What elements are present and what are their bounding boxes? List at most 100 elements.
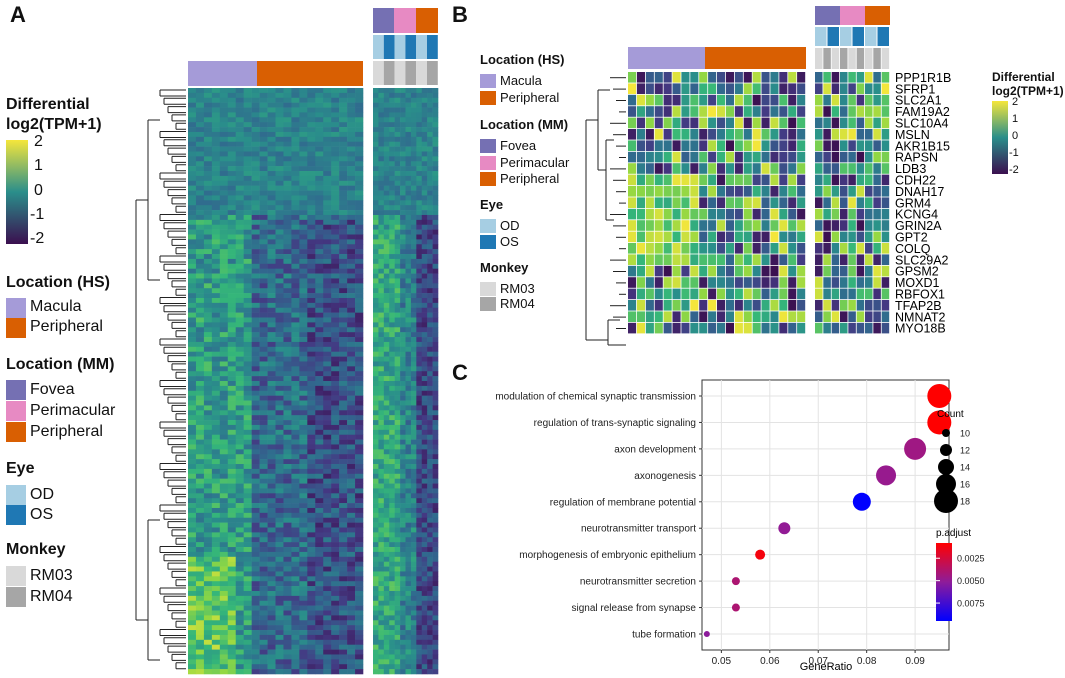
heatmap-a-cell [283,605,292,611]
heatmap-a-cell [195,620,205,626]
heatmap-b-cell [654,311,663,322]
heatmap-a-cell [410,327,417,333]
heatmap-a-cell [432,537,439,543]
heatmap-a-cell [405,356,412,362]
heatmap-a-cell [291,395,300,401]
dendro-a-leaf [159,297,186,304]
heatmap-a-cell [347,229,356,235]
heatmap-a-cell [299,151,308,157]
heatmap-a-cell [307,234,316,240]
heatmap-a-cell [427,512,433,519]
heatmap-a-cell [331,302,340,309]
heatmap-b-cell [681,106,690,117]
heatmap-b-cell [672,231,681,243]
heatmap-a-cell [400,537,406,543]
heatmap-b-cell [708,243,717,254]
heatmap-a-cell [227,88,237,94]
heatmap-a-cell [421,439,428,445]
heatmap-a-cell [410,385,417,392]
heatmap-a-cell [427,141,433,147]
heatmap-a-cell [259,537,268,543]
heatmap-a-cell [378,649,385,655]
heatmap-a-cell [235,371,244,377]
heatmap-a-cell [283,473,292,479]
heatmap-a-cell [267,522,276,528]
heatmap-a-cell [235,449,244,455]
heatmap-b-cell [881,208,890,220]
heatmap-a-cell [307,131,316,138]
heatmap-a-cell [188,258,197,265]
heatmap-b-cell [752,106,761,117]
heatmap-a-cell [219,468,229,475]
heatmap-a-cell [291,381,300,387]
heatmap-a-cell [203,551,213,558]
heatmap-a-cell [400,473,406,479]
heatmap-a-cell [405,273,412,279]
heatmap-a-cell [267,307,276,313]
heatmap-a-cell [400,361,406,367]
heatmap-a-cell [421,659,428,665]
heatmap-a-cell [347,146,356,152]
heatmap-a-cell [394,312,401,318]
a-annot-perimacular [394,8,416,33]
heatmap-a-cell [373,141,379,147]
heatmap-a-cell [331,600,340,606]
heatmap-a-cell [243,483,252,489]
heatmap-a-cell [416,517,423,523]
heatmap-a-cell [416,283,423,289]
gene-label: RAPSN [895,151,938,165]
heatmap-b-cell [645,174,654,186]
heatmap-a-cell [275,405,284,411]
heatmap-b-cell [761,83,770,94]
heatmap-a-cell [275,332,284,338]
a-eye-item: OS [30,506,54,523]
heatmap-a-cell [389,434,395,440]
heatmap-a-cell [427,107,433,113]
heatmap-a-cell [283,522,292,528]
heatmap-a-cell [227,649,237,655]
heatmap-a-cell [355,434,364,440]
heatmap-b-cell [743,300,752,311]
heatmap-a-cell [416,620,423,626]
heatmap-a-cell [323,156,332,162]
heatmap-a-cell [355,654,364,660]
heatmap-a-cell [259,478,268,484]
heatmap-a-cell [427,249,433,255]
heatmap-a-cell [373,566,379,572]
heatmap-a-cell [291,512,300,519]
heatmap-a-cell [331,434,340,440]
heatmap-a-cell [389,600,395,606]
heatmap-a-cell [275,464,284,470]
heatmap-b-cell [672,129,681,140]
heatmap-a-cell [400,327,406,333]
heatmap-a-cell [315,483,324,489]
heatmap-a-cell [307,449,316,455]
heatmap-a-cell [219,312,229,318]
heatmap-b-cell [823,117,831,129]
heatmap-a-cell [219,307,229,313]
heatmap-a-cell [219,122,229,128]
heatmap-a-cell [307,566,316,572]
heatmap-a-cell [211,258,221,265]
heatmap-a-cell [188,659,197,665]
heatmap-a-cell [405,117,412,123]
heatmap-a-cell [243,97,252,103]
heatmap-a-cell [243,664,252,670]
heatmap-a-cell [383,219,390,226]
heatmap-b-cell [873,277,881,288]
heatmap-a-cell [347,390,356,396]
heatmap-b-cell [654,254,663,265]
heatmap-a-cell [235,263,244,269]
heatmap-a-cell [405,464,412,470]
heatmap-a-cell [251,576,260,582]
heatmap-b-cell [699,186,708,197]
heatmap-a-cell [421,214,428,221]
heatmap-b-cell [840,129,848,140]
heatmap-a-cell [275,302,284,309]
heatmap-a-cell [307,302,316,309]
heatmap-a-cell [219,112,229,118]
heatmap-a-cell [275,395,284,401]
heatmap-a-cell [410,551,417,558]
heatmap-a-cell [383,439,390,445]
heatmap-a-cell [373,337,379,343]
